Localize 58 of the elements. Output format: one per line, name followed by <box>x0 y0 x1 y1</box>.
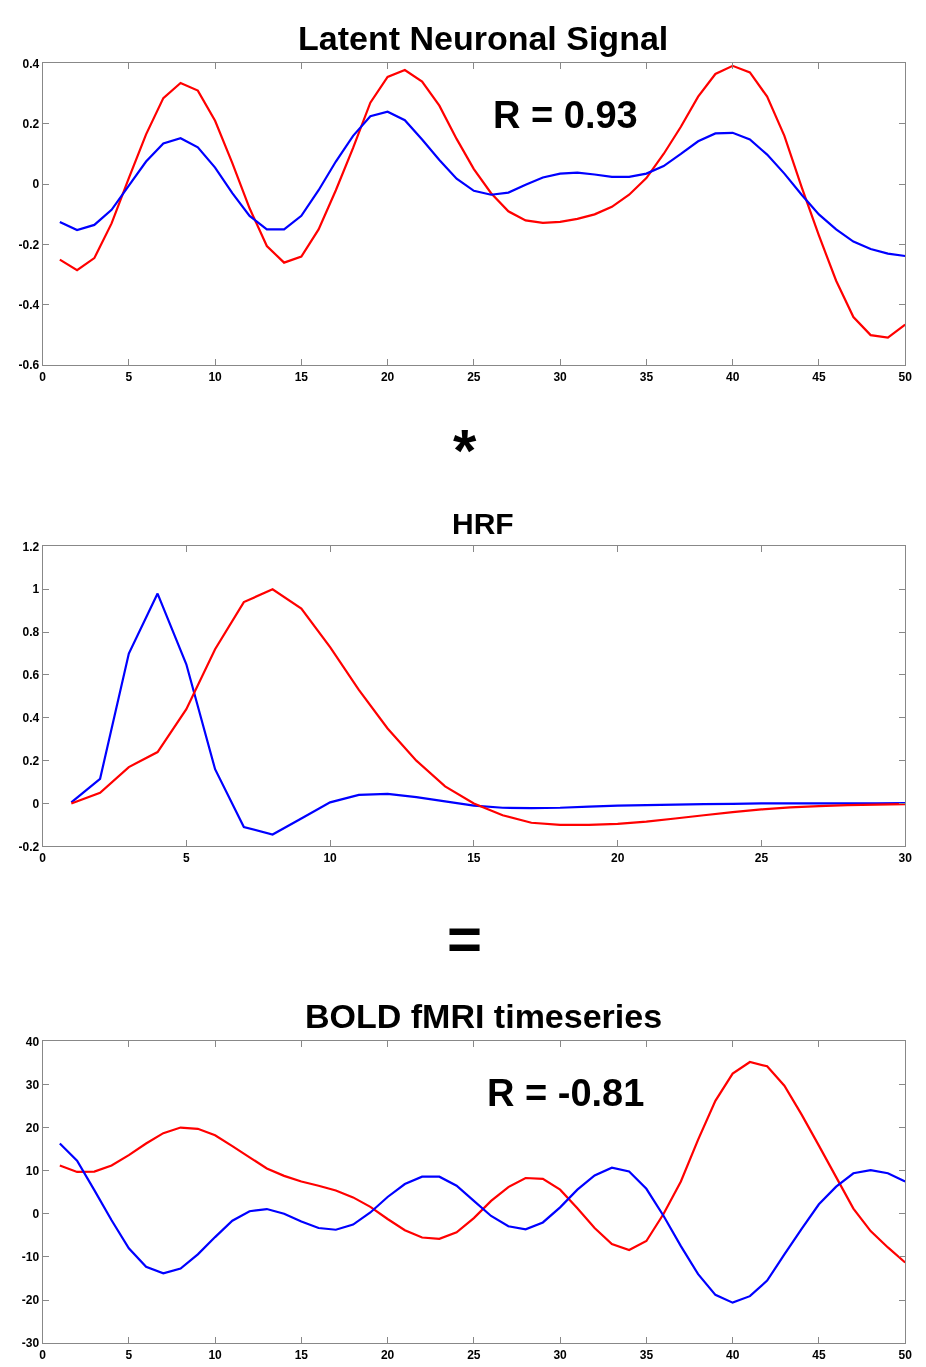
text: * <box>453 417 477 484</box>
annotation: R = 0.93 <box>493 94 638 136</box>
y-tick-label: -0.4 <box>18 298 40 313</box>
x-tick-label: 30 <box>553 1347 568 1362</box>
y-tick-label: 20 <box>25 1120 40 1135</box>
x-tick-label: 45 <box>812 369 826 384</box>
y-tick-label: 1.2 <box>22 539 40 554</box>
x-tick-label: 20 <box>380 1347 395 1362</box>
x-tick-label: 25 <box>467 1347 481 1362</box>
y-tick-label: -0.2 <box>18 839 40 854</box>
x-tick-label: 35 <box>639 369 654 384</box>
chart-title: Latent Neuronal Signal <box>298 19 669 57</box>
x-tick-label: 10 <box>208 1347 223 1362</box>
y-tick-label: 0 <box>32 796 40 811</box>
y-tick-label: 10 <box>25 1163 40 1178</box>
y-tick-label: 1 <box>32 582 40 597</box>
annotation: R = -0.81 <box>487 1072 645 1114</box>
y-tick-label: 0 <box>32 177 40 192</box>
x-tick-label: 40 <box>725 369 740 384</box>
x-tick-label: 10 <box>323 850 338 865</box>
y-tick-label: -0.2 <box>18 237 40 252</box>
x-tick-label: 40 <box>725 1347 740 1362</box>
y-tick-label: 40 <box>25 1034 40 1049</box>
x-tick-label: 15 <box>467 850 481 865</box>
y-tick-label: -10 <box>21 1250 40 1265</box>
chart-title: BOLD fMRI timeseries <box>305 997 663 1035</box>
line-series <box>58 1142 906 1304</box>
x-tick-label: 45 <box>812 1347 826 1362</box>
y-tick-label: -30 <box>21 1336 40 1351</box>
x-tick-label: 25 <box>467 369 481 384</box>
x-tick-label: 25 <box>754 850 769 865</box>
x-tick-label: 50 <box>898 369 913 384</box>
y-tick-label: 0.4 <box>22 710 40 725</box>
chart-title: HRF <box>452 507 514 540</box>
x-tick-label: 5 <box>125 1347 133 1362</box>
y-tick-label: -20 <box>21 1293 40 1308</box>
x-tick-label: 30 <box>898 850 913 865</box>
x-tick-label: 15 <box>294 369 309 384</box>
x-tick-label: 20 <box>380 369 395 384</box>
x-tick-label: 20 <box>610 850 625 865</box>
y-tick-label: 0.6 <box>22 668 40 683</box>
y-tick-label: 0.2 <box>22 117 40 131</box>
y-tick-label: 0.4 <box>22 56 40 71</box>
y-tick-label: 0.2 <box>22 753 40 768</box>
y-tick-label: -0.6 <box>18 358 40 373</box>
x-tick-label: 15 <box>294 1347 309 1362</box>
line-series <box>58 1060 906 1264</box>
x-tick-label: 50 <box>898 1347 913 1362</box>
x-tick-label: 30 <box>553 369 568 384</box>
text: = <box>447 905 483 972</box>
x-tick-label: 5 <box>125 369 133 384</box>
x-tick-label: 5 <box>182 850 190 865</box>
x-tick-label: 10 <box>208 369 223 384</box>
y-tick-label: 0.8 <box>22 625 40 640</box>
y-tick-label: 0 <box>32 1207 40 1221</box>
x-tick-label: 35 <box>639 1347 654 1362</box>
y-tick-label: 30 <box>25 1077 40 1092</box>
line-series <box>58 64 906 339</box>
